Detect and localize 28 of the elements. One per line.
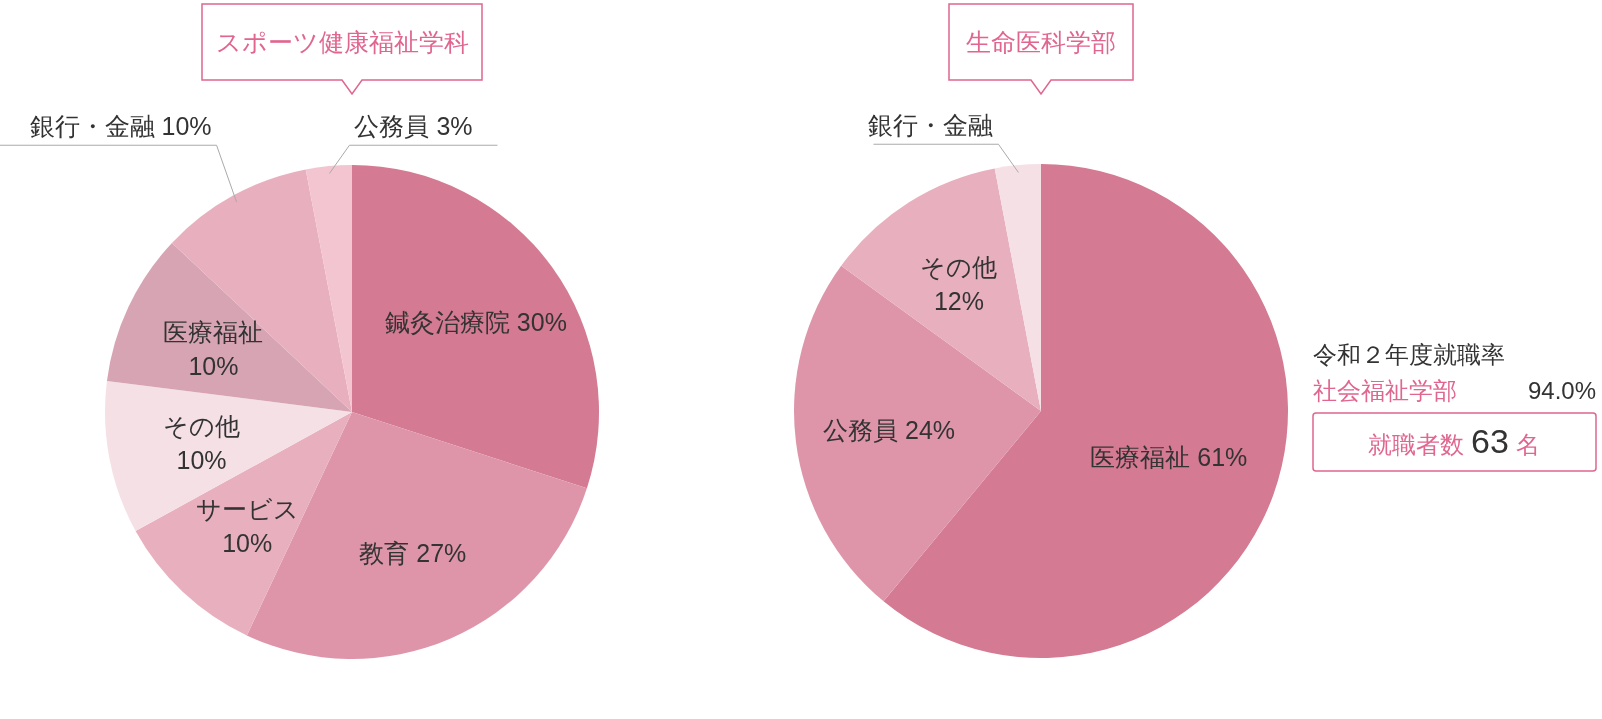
- pie-slice: [841, 168, 1041, 411]
- text: 94.0%: [1527, 377, 1596, 404]
- data-label: 12%: [933, 286, 984, 315]
- text: 63: [1471, 422, 1509, 460]
- data-label: 10%: [222, 528, 273, 557]
- text: 名: [1508, 431, 1540, 458]
- slice-label: 銀行・金融: [868, 111, 994, 140]
- pie-slice: [305, 165, 352, 412]
- slice-label: 医療福祉 61%: [1090, 443, 1248, 472]
- slice-label: 公務員 24%: [823, 416, 956, 445]
- slice-label: 銀行・金融 10%: [29, 112, 212, 141]
- pie-slice: [352, 165, 599, 489]
- data-label: 10%: [188, 351, 239, 380]
- text: 社会福祉学部: [1313, 377, 1457, 404]
- text: 就職者数: [1368, 431, 1472, 458]
- chart-title: 生命医科学部: [966, 28, 1116, 56]
- slice-label: その他: [920, 252, 998, 281]
- slice-label: 公務員 3%: [354, 112, 473, 141]
- slice-label: 教育 27%: [359, 538, 467, 567]
- text: 令和２年度就職率: [1313, 341, 1505, 368]
- pie-slice: [105, 381, 352, 531]
- slice-label: 医療福祉: [163, 317, 264, 346]
- slice-label: サービス: [195, 494, 299, 523]
- data-label: 10%: [176, 445, 227, 474]
- slice-label: その他: [163, 411, 241, 440]
- pie-slice: [106, 242, 352, 412]
- chart-title: スポーツ健康福祉学科: [215, 28, 469, 56]
- slice-label: 鍼灸治療院 30%: [384, 307, 567, 336]
